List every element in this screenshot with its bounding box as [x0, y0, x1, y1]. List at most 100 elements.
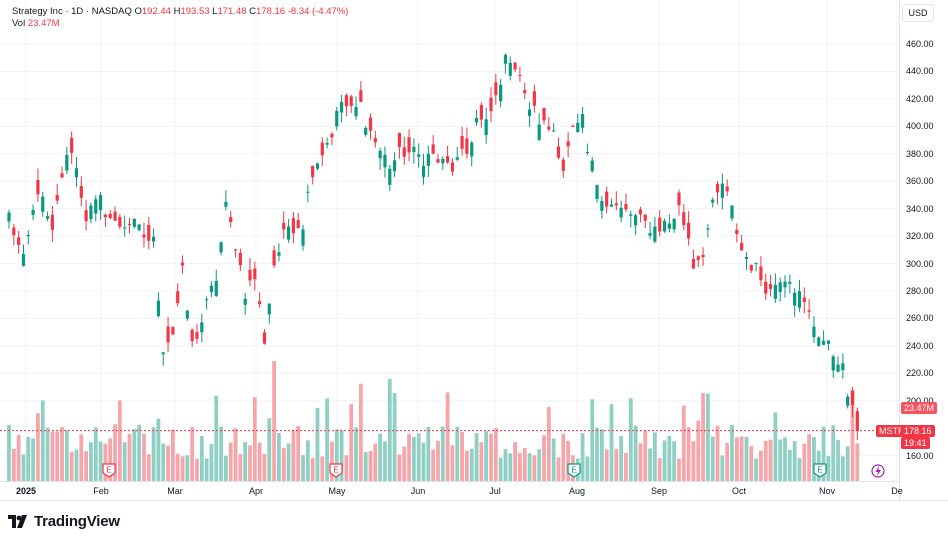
tradingview-logo[interactable]: TradingView [8, 512, 120, 530]
candle-body [759, 266, 763, 281]
close-label: C [249, 6, 257, 17]
volume-bar [436, 440, 440, 481]
candle-body [205, 299, 209, 301]
volume-bar [55, 431, 60, 481]
volume-bar [604, 449, 609, 481]
earnings-event-marker[interactable]: E [813, 463, 827, 478]
candle-body [826, 340, 830, 344]
volume-bar [108, 438, 113, 481]
volume-bar [802, 443, 807, 481]
volume-bar [93, 427, 98, 481]
volume-bar [40, 400, 45, 481]
candle-body [152, 236, 156, 242]
candle-body [446, 156, 450, 163]
volume-bar [16, 435, 21, 481]
chart-pane[interactable]: E E E E Strategy Inc · 1D · NASDAQ O192.44 … [0, 0, 948, 501]
candle-body [614, 203, 618, 206]
candle-body [325, 142, 329, 145]
currency-button[interactable]: USD [902, 4, 934, 22]
candle-body [706, 228, 710, 230]
volume-bar [11, 448, 16, 481]
price-axis-label: 300.00 [906, 258, 934, 269]
time-axis-label: Aug [568, 486, 586, 496]
symbol-title[interactable]: Strategy Inc · 1D · NASDAQ [12, 6, 132, 17]
volume-bar [358, 383, 363, 481]
volume-bar [7, 424, 11, 481]
low-label: L [212, 6, 218, 17]
candle-body [605, 191, 609, 207]
volume-bar [542, 435, 546, 481]
volume-bar [677, 458, 681, 481]
candle-body [127, 223, 132, 225]
candle-body [45, 216, 50, 219]
candle-body [262, 332, 267, 344]
volume-bar [383, 441, 387, 481]
candle-body [229, 217, 233, 222]
candle-body [479, 104, 483, 120]
volume-bar [392, 393, 397, 481]
candle-body [282, 222, 286, 230]
volume-bar [286, 443, 291, 481]
candle-body [161, 352, 165, 355]
lightning-icon[interactable] [871, 464, 885, 478]
volume-bar [315, 407, 320, 481]
volume-bar [199, 436, 204, 481]
volume-bar [465, 450, 469, 481]
candle-body [84, 210, 88, 222]
volume-bar [301, 455, 305, 481]
candle-body [474, 118, 479, 123]
volume-bar [773, 412, 778, 481]
candle-body [176, 291, 180, 304]
volume-bar [233, 428, 238, 481]
volume-bar [831, 425, 836, 481]
volume-bar [291, 430, 296, 481]
candle-body [740, 242, 744, 251]
price-axis-label: 440.00 [906, 66, 934, 77]
candle-body [17, 237, 21, 245]
candle-body [744, 257, 749, 259]
candle-body [725, 186, 729, 192]
candle-body [537, 124, 541, 140]
price-axis-label: 240.00 [906, 340, 934, 351]
volume-bar [281, 447, 286, 481]
candle-body [349, 96, 353, 106]
candle-body [682, 212, 686, 226]
candle-body [561, 159, 565, 171]
time-axis-border [0, 481, 899, 482]
candle-body [831, 356, 835, 371]
volume-bar [132, 429, 137, 481]
candle-body [103, 214, 107, 218]
volume-bar [759, 450, 763, 481]
candle-body [41, 196, 45, 212]
candle-body [609, 204, 614, 207]
candle-body [94, 199, 98, 214]
earnings-event-marker[interactable]: E [102, 463, 116, 478]
volume-bar [624, 452, 628, 481]
volume-bar [209, 444, 214, 481]
volume-bar [407, 433, 411, 481]
candle-body [508, 62, 512, 76]
candle-body [253, 268, 257, 280]
volume-bar [484, 431, 489, 481]
volume-bar [609, 404, 614, 481]
candle-body [383, 154, 387, 168]
candle-body [523, 90, 527, 94]
candle-body [735, 229, 739, 235]
earnings-event-marker[interactable]: E [567, 463, 581, 478]
volume-bar [812, 436, 816, 481]
candle-body [436, 159, 440, 163]
open-value: 192.44 [141, 6, 171, 17]
volume-label[interactable]: Vol [12, 18, 26, 29]
volume-bar [628, 398, 633, 481]
candle-body [132, 218, 136, 227]
volume-bar [855, 443, 860, 481]
candle-body [749, 265, 753, 271]
volume-bar [850, 390, 855, 481]
time-axis-label: Apr [248, 486, 264, 496]
low-value: 171.48 [217, 6, 247, 17]
candle-body [147, 224, 151, 241]
earnings-event-marker[interactable]: E [329, 463, 343, 478]
time-axis-label: Mar [167, 486, 183, 496]
candle-body [624, 204, 628, 210]
